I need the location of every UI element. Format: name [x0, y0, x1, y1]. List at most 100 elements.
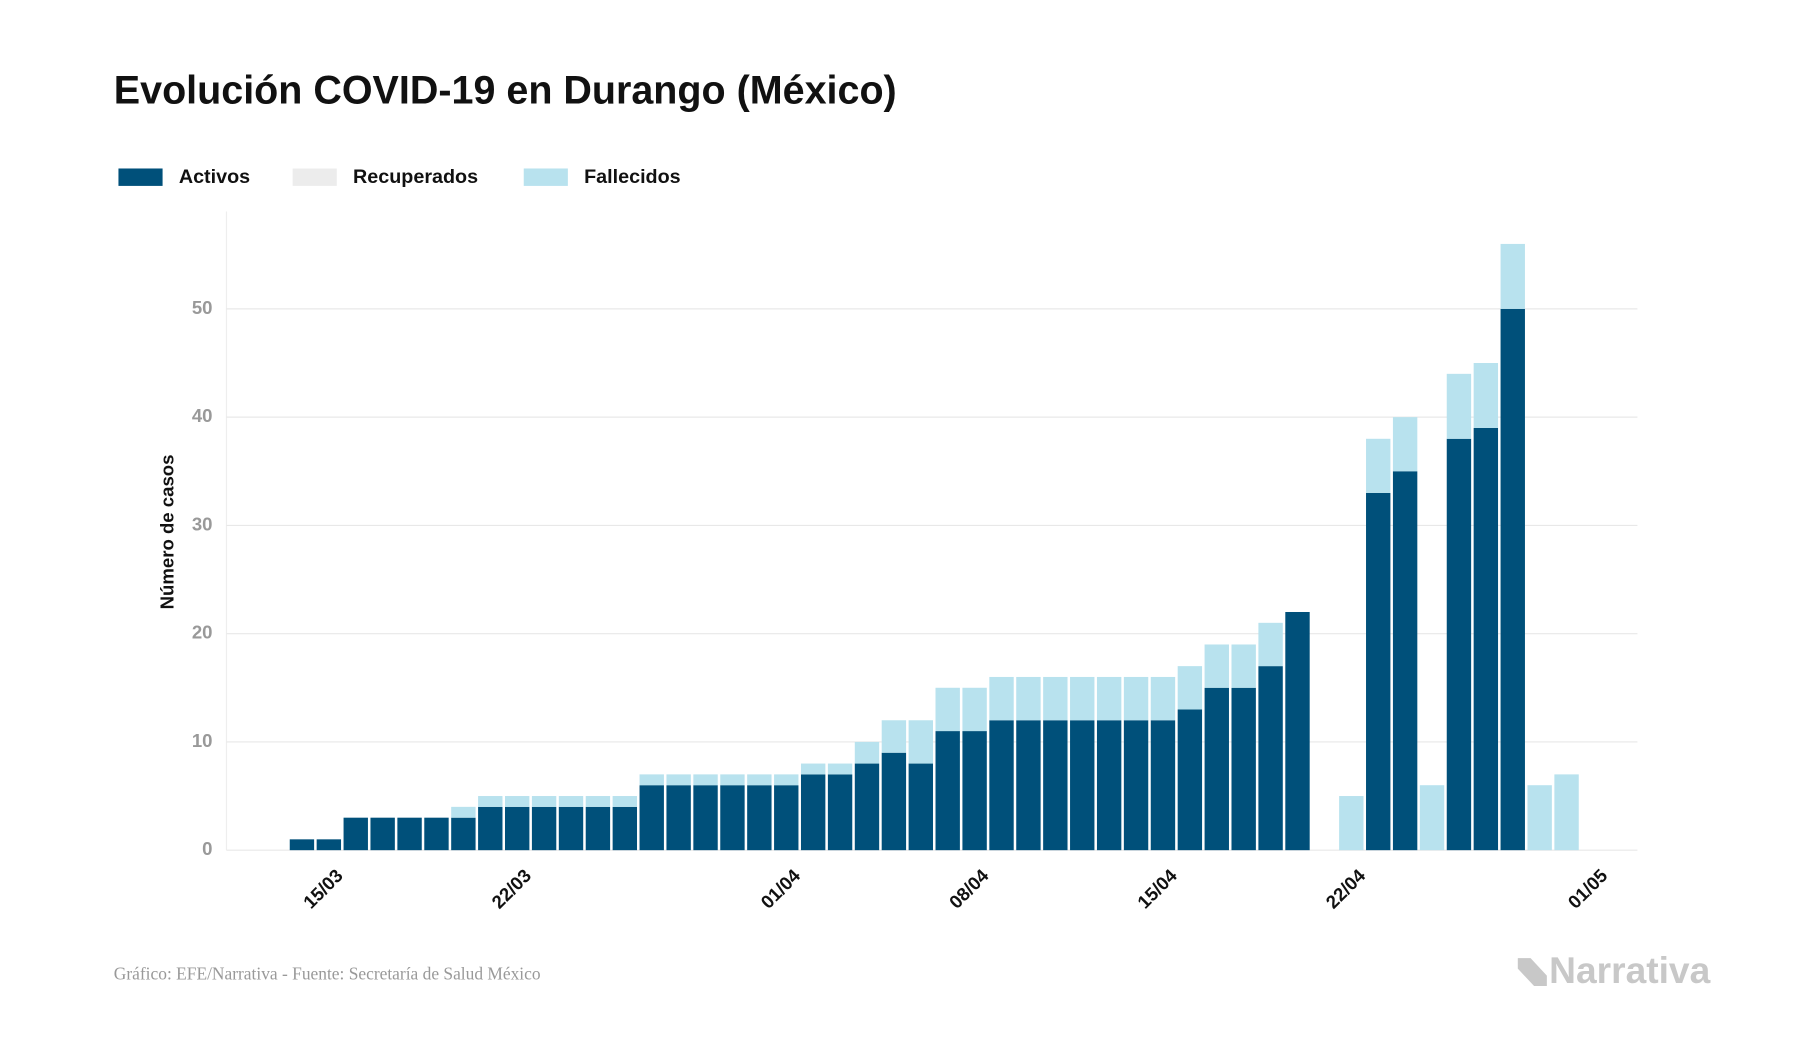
bar-segment [478, 806, 503, 851]
bar-segment [1043, 720, 1068, 851]
bar-segment [639, 785, 664, 851]
bar-segment [800, 774, 826, 851]
y-tick-label: 40 [192, 405, 213, 426]
bar-segment [451, 817, 476, 851]
bar-segment [989, 676, 1014, 721]
bar-segment [585, 796, 611, 807]
y-tick-label: 30 [192, 513, 213, 534]
legend-swatch [523, 168, 568, 186]
bar-segment [881, 752, 907, 851]
bar-segment [585, 806, 611, 851]
bar-segment [289, 839, 315, 851]
bar-segment [854, 763, 880, 851]
bar-segment [1473, 363, 1499, 428]
brand: Narrativa [1549, 949, 1710, 991]
bar-segment [451, 806, 476, 818]
bar-segment [1285, 611, 1310, 851]
bar-segment [720, 785, 745, 851]
bar-segment [316, 839, 342, 851]
bar-segment [693, 774, 718, 786]
bar-segment [1554, 774, 1579, 851]
bar-segment [424, 817, 449, 851]
bar-segment [478, 796, 503, 807]
bar-segment [1123, 720, 1149, 851]
bar-segment [612, 806, 638, 851]
bar-segment [1096, 720, 1122, 851]
bar-segment [504, 796, 530, 807]
bar-segment [720, 774, 745, 786]
bar-segment [1043, 676, 1068, 721]
legend-label: Activos [179, 166, 250, 188]
bar-segment [827, 763, 853, 775]
bar-segment [531, 796, 557, 807]
bar-segment [1231, 644, 1256, 688]
x-tick-label: 01/04 [756, 864, 804, 912]
y-tick-label: 0 [202, 838, 212, 859]
bar-segment [1096, 676, 1122, 721]
bar-segment [854, 741, 880, 764]
bar-segment [1070, 720, 1095, 851]
x-tick-label: 22/03 [487, 865, 535, 913]
y-tick-label: 10 [192, 730, 213, 751]
bar-segment [1016, 676, 1041, 721]
bar-segment [531, 806, 557, 851]
bar-segment [774, 774, 799, 786]
bar-segment [1339, 796, 1364, 851]
bar-segment [908, 720, 933, 764]
brand-icon [1517, 958, 1547, 987]
bar-segment [989, 720, 1014, 851]
bar-segment [1016, 720, 1041, 851]
bar-segment [639, 774, 664, 786]
bar-segment [908, 763, 933, 851]
x-tick-label: 15/04 [1133, 864, 1181, 912]
bar-segment [1500, 243, 1525, 309]
bar-segment [1446, 438, 1472, 851]
bar-segment [1366, 492, 1391, 851]
bar-segment [397, 817, 422, 851]
x-tick-label: 01/05 [1564, 865, 1612, 913]
bar-segment [962, 687, 987, 732]
bar-segment [1177, 709, 1203, 851]
bar-segment [747, 785, 772, 851]
bar-segment [693, 785, 718, 851]
bar-segment [1150, 720, 1176, 851]
bar-segment [343, 817, 368, 851]
bar-segment [666, 785, 691, 851]
bar-segment [962, 731, 987, 851]
x-tick-label: 15/03 [299, 865, 347, 913]
bar-segment [1527, 785, 1552, 851]
bar-segment [1500, 308, 1525, 851]
bar-segment [935, 687, 960, 732]
bar-segment [558, 806, 584, 851]
bar-segment [612, 796, 638, 807]
bar-segment [504, 806, 530, 851]
bar-segment [1392, 471, 1418, 851]
bar-segment [1204, 687, 1229, 851]
chart-title: Evolución COVID-19 en Durango (México) [114, 68, 897, 112]
bar-segment [1231, 687, 1256, 851]
x-tick-label: 22/04 [1321, 864, 1369, 912]
bar-segment [1446, 373, 1472, 439]
bar-segment [1473, 427, 1499, 851]
source: Gráfico: EFE/Narrativa - Fuente: Secreta… [114, 964, 541, 984]
bar-segment [881, 720, 907, 753]
y-tick-label: 50 [192, 297, 213, 318]
bar-segment [1150, 676, 1176, 721]
legend-label: Recuperados [353, 166, 478, 188]
bar-segment [1258, 666, 1283, 851]
bar-segment [800, 763, 826, 775]
legend-swatch [118, 168, 163, 186]
x-tick-label: 08/04 [945, 864, 993, 912]
y-axis-label: Número de casos [156, 455, 177, 610]
legend-swatch [292, 168, 337, 186]
bar-segment [935, 731, 960, 851]
bar-segment [666, 774, 691, 786]
bar-segment [1392, 417, 1418, 472]
bar-segment [747, 774, 772, 786]
bar-segment [1204, 644, 1229, 688]
bar-segment [1419, 785, 1445, 851]
legend-label: Fallecidos [584, 166, 681, 188]
bar-segment [774, 785, 799, 851]
bar-segment [1366, 438, 1391, 493]
